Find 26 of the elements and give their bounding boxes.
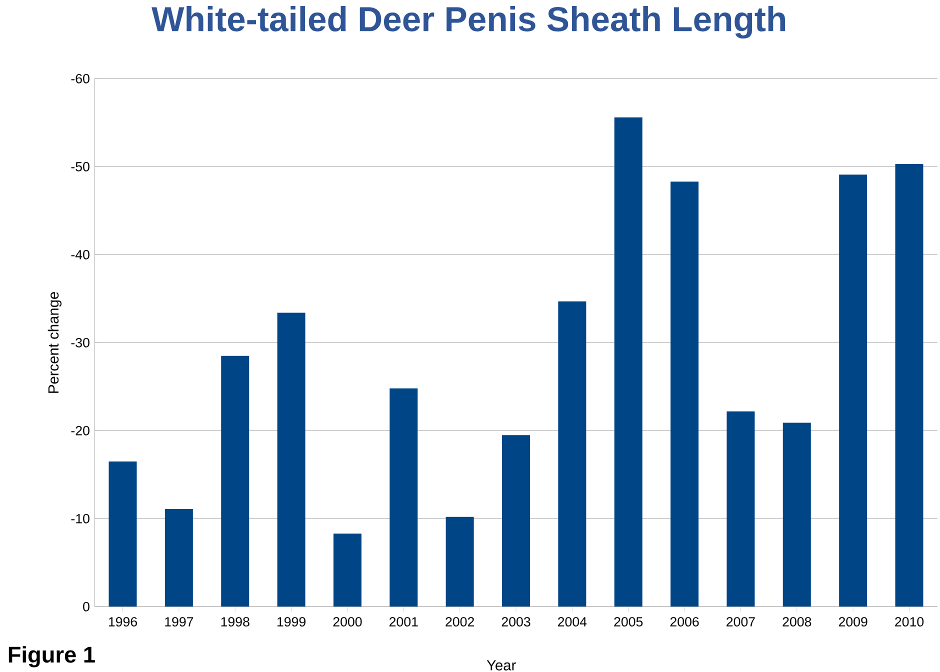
x-tick-label: 2001	[389, 617, 418, 627]
x-tick-label: 2009	[838, 617, 868, 627]
x-tick-label: 1996	[108, 617, 138, 627]
y-tick-label: 0	[83, 602, 90, 612]
x-tick-label: 2000	[333, 617, 362, 627]
x-tick-label: 2002	[446, 617, 474, 627]
y-axis-title: Percent change	[48, 292, 62, 393]
y-tick-label: -10	[71, 514, 90, 524]
y-tick-label: -30	[71, 338, 90, 348]
x-tick-label: 2006	[670, 617, 699, 627]
x-tick-label: 2007	[726, 617, 755, 627]
x-tick-label: 2010	[895, 617, 924, 627]
chart-title: White-tailed Deer Penis Sheath Length	[152, 6, 786, 38]
x-tick-label: 1997	[165, 617, 194, 627]
y-tick-label: -60	[71, 74, 90, 84]
x-tick-label: 2005	[614, 617, 643, 627]
y-tick-label: -40	[71, 250, 90, 260]
x-tick-label: 2004	[558, 617, 587, 627]
x-tick-label: 1998	[221, 617, 250, 627]
x-tick-label: 2003	[502, 617, 530, 627]
x-axis-title: Year	[486, 660, 516, 670]
y-tick-label: -50	[71, 162, 90, 172]
caption: Figure 1	[8, 646, 95, 668]
y-tick-label: -20	[71, 426, 90, 436]
x-tick-label: 1999	[277, 617, 306, 627]
x-tick-label: 2008	[782, 617, 812, 627]
